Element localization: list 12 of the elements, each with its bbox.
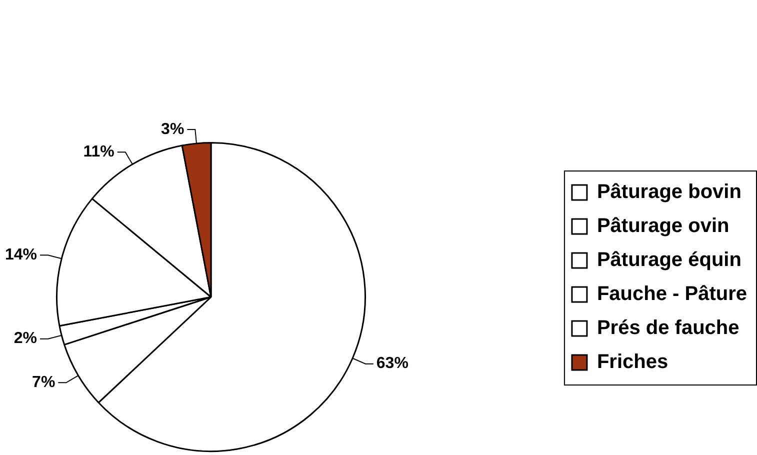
- legend-label: Pâturage bovin: [596, 181, 742, 204]
- data-label: 3%: [161, 120, 184, 138]
- legend-label: Friches: [596, 351, 668, 374]
- data-label: 7%: [32, 374, 56, 392]
- data-label: 63%: [376, 355, 408, 372]
- legend-label: Pâturage équin: [596, 249, 742, 272]
- legend-label: Prés de fauche: [596, 317, 740, 340]
- data-label: 14%: [5, 246, 38, 264]
- legend-label: Fauche - Pâture: [596, 283, 748, 306]
- data-label: 11%: [83, 144, 114, 161]
- data-label: 2%: [14, 330, 38, 348]
- legend-label: Pâturage ovin: [596, 215, 730, 238]
